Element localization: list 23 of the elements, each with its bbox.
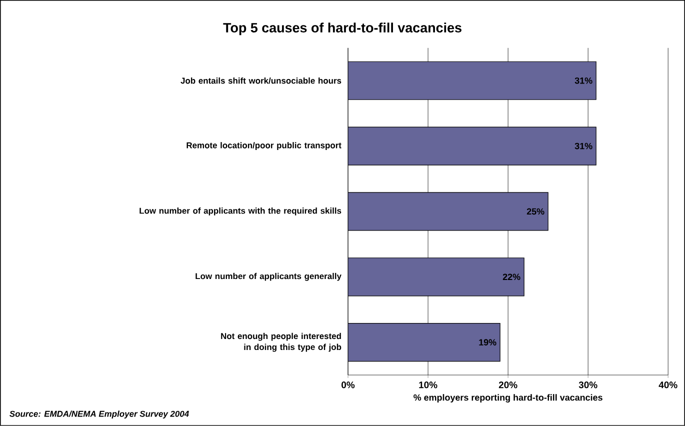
data-label: 25%	[526, 208, 544, 215]
y-tick-label: Low number of applicants with the required skills	[140, 208, 342, 216]
data-label: 31%	[574, 142, 592, 150]
bar	[348, 61, 596, 100]
y-tick-label: Not enough people interested in doing this type of job	[221, 332, 342, 352]
y-tick-label: Job entails shift work/unsociable hours	[180, 78, 342, 84]
x-tick-label: 20%	[498, 382, 518, 388]
x-tick-label: 40%	[658, 382, 678, 388]
x-tick-label: 0%	[342, 382, 355, 388]
source-note: Source: EMDA/NEMA Employer Survey 2004	[10, 410, 189, 419]
y-tick-label: Remote location/poor public transport	[186, 142, 342, 150]
data-label: 22%	[502, 274, 520, 280]
data-label: 19%	[479, 339, 496, 346]
bar	[348, 258, 524, 296]
x-tick-label: 30%	[578, 382, 598, 388]
bar	[348, 323, 500, 362]
chart-title: Top 5 causes of hard-to-fill vacancies	[223, 22, 462, 36]
x-tick-label: 10%	[419, 382, 438, 388]
bar	[348, 126, 596, 166]
x-axis-title: % employers reporting hard-to-fill vacancies	[414, 394, 602, 403]
y-tick-label: Low number of applicants generally	[196, 272, 342, 281]
data-label: 31%	[574, 77, 592, 84]
bar	[348, 192, 548, 231]
